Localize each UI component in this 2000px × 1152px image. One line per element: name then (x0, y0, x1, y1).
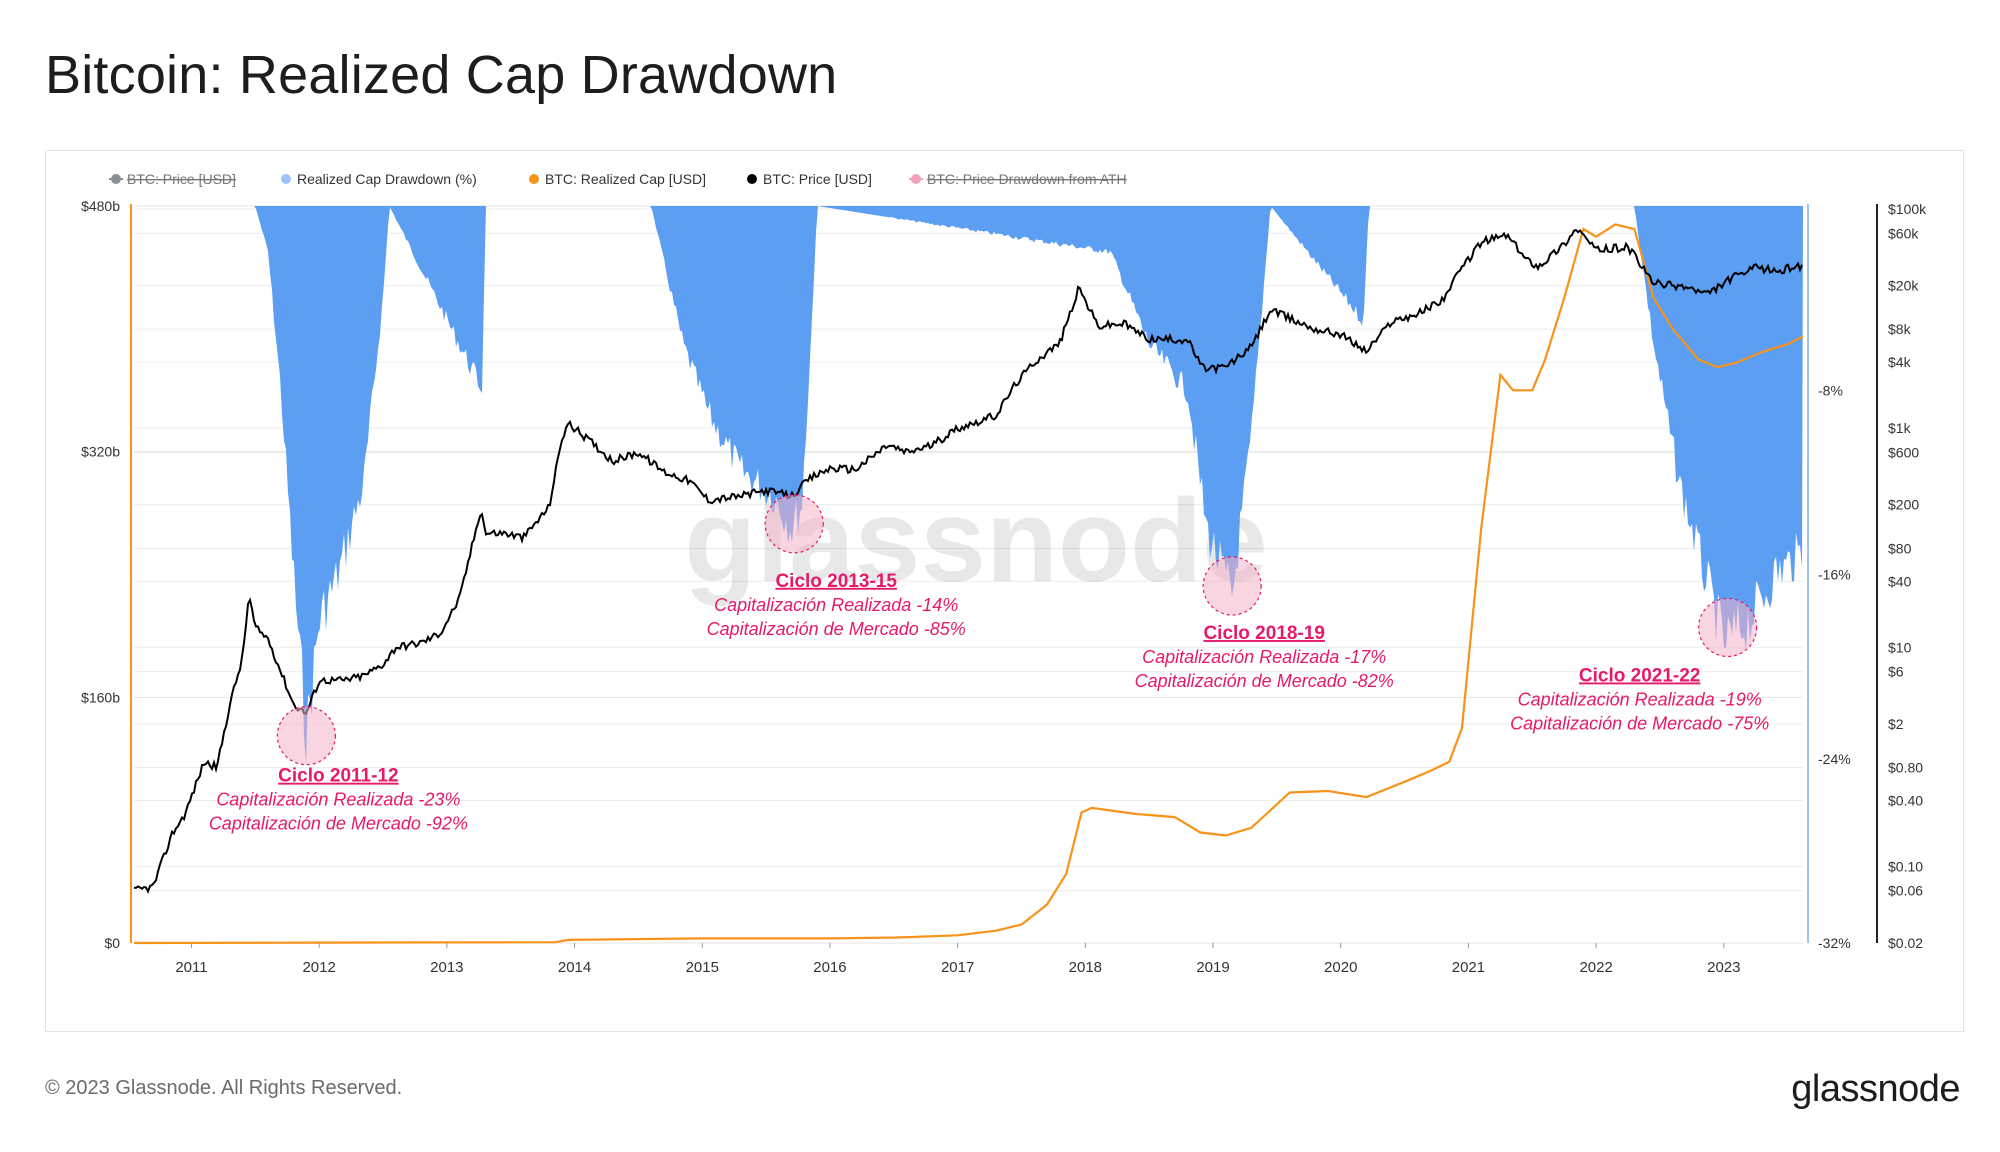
price-axis-tick-label: $10 (1888, 639, 1912, 655)
price-axis-tick-label: $0.10 (1888, 858, 1923, 874)
price-layer (133, 228, 1803, 894)
price-axis-tick-label: $4k (1888, 354, 1912, 370)
legend-item[interactable]: BTC: Price Drawdown from ATH (909, 171, 1127, 187)
x-axis-tick-label: 2012 (302, 959, 335, 976)
annotation: Ciclo 2011-12 Capitalización Realizada -2… (209, 706, 468, 834)
price-axis-tick-label: $1k (1888, 420, 1912, 436)
drawdown-axis-tick-label: -24% (1818, 751, 1851, 767)
annotation-realized-cap: Capitalización Realizada -14% (714, 595, 958, 615)
price-axis-tick-label: $60k (1888, 225, 1919, 241)
legend-marker (111, 174, 121, 184)
legend-label: Realized Cap Drawdown (%) (297, 171, 477, 187)
annotation: Ciclo 2018-19 Capitalización Realizada -1… (1135, 556, 1394, 691)
x-axis-tick-label: 2020 (1324, 959, 1357, 976)
footer-copyright: © 2023 Glassnode. All Rights Reserved. (45, 1077, 403, 1099)
annotations: Ciclo 2011-12 Capitalización Realizada -2… (209, 494, 1769, 834)
price-axis-tick-label: $40 (1888, 573, 1912, 589)
legend-item[interactable]: Realized Cap Drawdown (%) (281, 171, 477, 187)
x-axis-tick-label: 2013 (430, 959, 463, 976)
x-axis-tick-label: 2017 (941, 959, 974, 976)
price-axis-tick-label: $8k (1888, 321, 1912, 337)
x-axis-tick-label: 2023 (1707, 959, 1740, 976)
annotation-market-cap: Capitalización de Mercado -85% (707, 619, 966, 639)
x-axis-tick-label: 2022 (1579, 959, 1612, 976)
annotation-market-cap: Capitalización de Mercado -75% (1510, 713, 1769, 733)
price-axis-tick-label: $0.40 (1888, 792, 1923, 808)
annotation-realized-cap: Capitalización Realizada -19% (1518, 689, 1762, 709)
drawdown-area-layer (134, 206, 1803, 766)
annotation-title: Ciclo 2013-15 (775, 571, 897, 592)
price-axis-tick-label: $6 (1888, 664, 1904, 680)
price-axis-tick-label: $0.80 (1888, 759, 1923, 775)
x-axis-tick-label: 2015 (686, 959, 719, 976)
realized-cap-layer (133, 223, 1804, 945)
annotation-market-cap: Capitalización de Mercado -92% (209, 814, 468, 834)
chart[interactable]: BTC: Price [USD] Realized Cap Drawdown (%… (46, 151, 1963, 1031)
legend-marker (281, 174, 291, 184)
x-axis-tick-label: 2014 (558, 959, 591, 976)
legend-label: BTC: Price [USD] (763, 171, 872, 187)
legend-label: BTC: Price [USD] (127, 171, 236, 187)
legend-item[interactable]: BTC: Price [USD] (747, 171, 872, 187)
price-axis-tick-label: $0.06 (1888, 883, 1923, 899)
x-axis-tick-label: 2021 (1452, 959, 1485, 976)
annotation-title: Ciclo 2018-19 (1203, 623, 1324, 644)
x-axis-tick-label: 2019 (1196, 959, 1229, 976)
legend[interactable]: BTC: Price [USD] Realized Cap Drawdown (%… (109, 171, 1127, 187)
realized-cap-line (133, 223, 1804, 945)
legend-marker (911, 174, 921, 184)
drawdown-axis-tick-label: -32% (1818, 935, 1851, 951)
x-axis-tick-label: 2011 (175, 959, 207, 976)
annotation-realized-cap: Capitalización Realizada -23% (216, 790, 460, 810)
price-axis-tick-label: $0.02 (1888, 935, 1923, 951)
price-axis-tick-label: $200 (1888, 497, 1919, 513)
x-axis-tick-label: 2016 (813, 959, 846, 976)
legend-label: BTC: Price Drawdown from ATH (927, 171, 1127, 187)
left-axis-tick-label: $160b (81, 689, 120, 705)
legend-item[interactable]: BTC: Realized Cap [USD] (529, 171, 706, 187)
x-axis-tick-label: 2018 (1069, 959, 1102, 976)
legend-marker (529, 174, 539, 184)
axes: $0 $160b $320b $480b -8% -16% -24% -32% $100k $60… (81, 198, 1927, 976)
annotation-circle (1202, 556, 1262, 616)
price-axis-tick-label: $80 (1888, 540, 1912, 556)
price-axis-tick-label: $20k (1888, 278, 1919, 294)
legend-marker (747, 174, 757, 184)
drawdown-axis-tick-label: -8% (1818, 382, 1843, 398)
annotation: Ciclo 2021-22 Capitalización Realizada -1… (1510, 597, 1769, 733)
annotation: Ciclo 2013-15 Capitalización Realizada -1… (707, 494, 966, 639)
left-axis-tick-label: $480b (81, 198, 120, 214)
price-axis-tick-label: $600 (1888, 444, 1919, 460)
annotation-circle (764, 494, 824, 554)
annotation-title: Ciclo 2021-22 (1579, 665, 1700, 686)
price-axis-tick-label: $100k (1888, 201, 1927, 217)
drawdown-area (134, 206, 1803, 766)
price-axis-tick-label: $2 (1888, 716, 1904, 732)
legend-label: BTC: Realized Cap [USD] (545, 171, 706, 187)
annotation-market-cap: Capitalización de Mercado -82% (1135, 671, 1394, 691)
page-title: Bitcoin: Realized Cap Drawdown (45, 45, 838, 105)
price-line (133, 228, 1803, 894)
annotation-realized-cap: Capitalización Realizada -17% (1142, 647, 1386, 667)
annotation-title: Ciclo 2011-12 (278, 766, 398, 787)
legend-item[interactable]: BTC: Price [USD] (109, 171, 236, 187)
glassnode-logo[interactable]: glassnode (1791, 1068, 1960, 1110)
annotation-circle (1698, 597, 1758, 658)
drawdown-axis-tick-label: -16% (1818, 567, 1851, 583)
chart-frame: BTC: Price [USD] Realized Cap Drawdown (%… (45, 150, 1964, 1032)
gridlines (134, 205, 1803, 944)
annotation-circle (276, 706, 336, 766)
left-axis-tick-label: $320b (81, 444, 120, 460)
left-axis-tick-label: $0 (104, 935, 120, 951)
